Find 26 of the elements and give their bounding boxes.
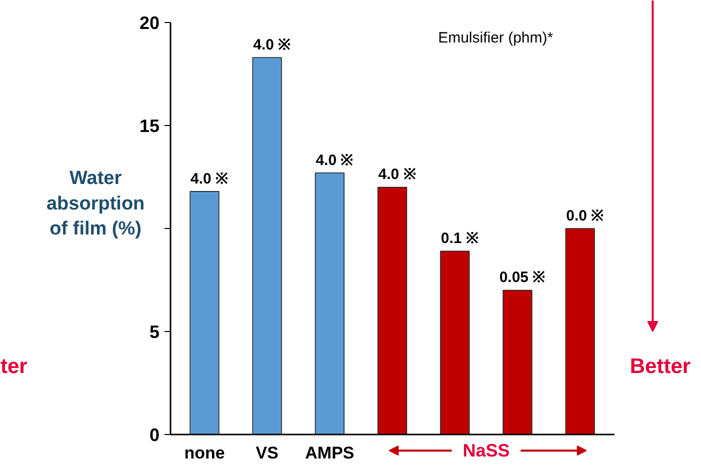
text: NaSS [462,440,510,461]
annotation: 4.0 ※ [190,170,229,188]
annotation: 0.1 ※ [440,230,479,248]
annotation: 0.05 ※ [499,269,546,286]
y-tick-label: 5 [149,322,160,342]
text: ter [0,355,28,378]
x-tick-label: VS [256,444,278,462]
annotation: Emulsifier (phm)* [438,30,554,47]
annotation: 0.0 ※ [566,207,604,224]
y-tick-label: 15 [139,116,160,136]
bar [378,186,408,435]
annotation: 4.0 ※ [316,152,354,169]
bar [440,250,470,435]
x-tick-label: none [184,444,225,462]
annotation: 4.0 ※ [378,166,416,184]
x-tick-label: AMPS [305,444,354,462]
y-tick-label: 20 [139,13,160,33]
bar [502,290,532,435]
annotation: 4.0 ※ [253,36,292,54]
text: Better [630,355,691,378]
bar [252,57,282,435]
y-tick-label: 0 [149,425,160,445]
bar [565,228,595,435]
bar [314,172,344,435]
bar [190,191,220,435]
y-axis-title: Water absorption of film (%) [46,168,145,240]
